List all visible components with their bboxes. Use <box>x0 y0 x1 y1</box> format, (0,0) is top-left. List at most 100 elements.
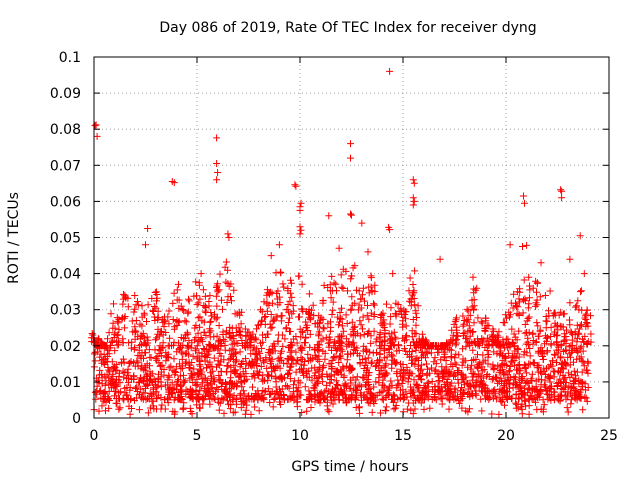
data-point <box>583 319 591 327</box>
data-point <box>347 275 355 283</box>
data-point <box>104 346 112 354</box>
data-point <box>577 287 585 295</box>
data-point <box>148 378 156 386</box>
data-point <box>297 226 305 234</box>
data-point <box>295 272 303 280</box>
data-point <box>545 385 553 393</box>
data-point <box>338 304 345 312</box>
data-point <box>367 283 375 291</box>
data-point <box>398 372 406 380</box>
data-point <box>188 395 196 402</box>
data-point <box>362 393 370 401</box>
data-point <box>302 334 309 342</box>
data-point <box>437 356 445 364</box>
data-point <box>300 371 308 379</box>
data-point <box>319 335 327 343</box>
data-point <box>369 349 377 357</box>
data-point <box>280 283 288 291</box>
data-point <box>560 348 568 355</box>
data-point <box>169 386 177 394</box>
data-point <box>490 387 497 395</box>
data-point <box>402 322 410 330</box>
data-point <box>225 282 233 290</box>
data-point <box>306 330 314 338</box>
data-point <box>359 284 367 292</box>
data-point <box>308 306 315 314</box>
data-point <box>169 366 177 374</box>
data-point <box>154 330 162 338</box>
data-point <box>267 324 275 332</box>
data-point <box>315 332 323 340</box>
data-point <box>467 390 475 398</box>
data-point <box>506 384 513 392</box>
data-point <box>364 399 372 407</box>
y-axis-title: ROTI / TECUs <box>6 192 22 284</box>
data-point <box>158 401 166 409</box>
data-point <box>327 294 335 302</box>
data-point <box>187 408 195 415</box>
data-point <box>134 359 142 367</box>
data-point <box>350 386 358 394</box>
data-point <box>512 390 520 398</box>
data-point <box>567 400 575 408</box>
data-point <box>192 278 200 286</box>
data-point <box>315 352 323 360</box>
data-point <box>178 355 186 363</box>
data-point <box>140 354 147 362</box>
data-point <box>303 321 311 329</box>
axis-ticks <box>93 56 610 419</box>
data-point <box>410 179 418 187</box>
data-point <box>272 378 280 386</box>
data-point <box>300 365 308 373</box>
data-point <box>206 318 214 326</box>
data-point <box>202 332 210 339</box>
data-point <box>412 321 420 329</box>
data-point <box>91 122 99 130</box>
data-point <box>166 334 174 342</box>
data-point <box>574 347 582 355</box>
data-point <box>478 381 486 389</box>
data-point <box>582 310 590 318</box>
data-point <box>559 386 567 393</box>
data-point <box>539 355 547 363</box>
y-tick-label: 0.02 <box>50 339 81 355</box>
data-point <box>313 378 321 386</box>
data-point <box>263 300 271 308</box>
data-point <box>254 354 262 362</box>
data-point <box>135 406 143 414</box>
data-point <box>213 302 221 310</box>
data-point <box>541 332 549 340</box>
data-point <box>474 335 482 343</box>
data-point <box>124 395 132 403</box>
data-point <box>207 317 215 325</box>
data-point <box>325 408 333 416</box>
data-point <box>297 344 304 352</box>
data-point <box>305 367 313 375</box>
data-point <box>525 300 533 308</box>
data-point <box>161 381 169 389</box>
data-point <box>92 395 100 403</box>
data-point <box>228 324 236 332</box>
data-point <box>380 333 388 341</box>
data-point <box>165 388 173 396</box>
data-point <box>482 392 490 400</box>
data-point <box>202 309 210 316</box>
data-point <box>359 291 366 299</box>
data-point <box>470 356 478 364</box>
data-point <box>315 328 323 336</box>
data-point <box>454 376 462 383</box>
data-point <box>185 295 192 303</box>
data-point <box>410 295 418 302</box>
data-point <box>288 293 296 301</box>
data-point <box>467 365 475 373</box>
data-point <box>512 404 520 412</box>
data-point <box>105 387 113 395</box>
data-point <box>171 323 179 331</box>
data-point <box>548 357 556 365</box>
data-point <box>579 383 586 391</box>
data-point <box>115 372 123 380</box>
data-point <box>330 371 338 379</box>
data-point <box>547 396 555 404</box>
data-point <box>577 394 585 402</box>
data-point <box>550 367 558 375</box>
